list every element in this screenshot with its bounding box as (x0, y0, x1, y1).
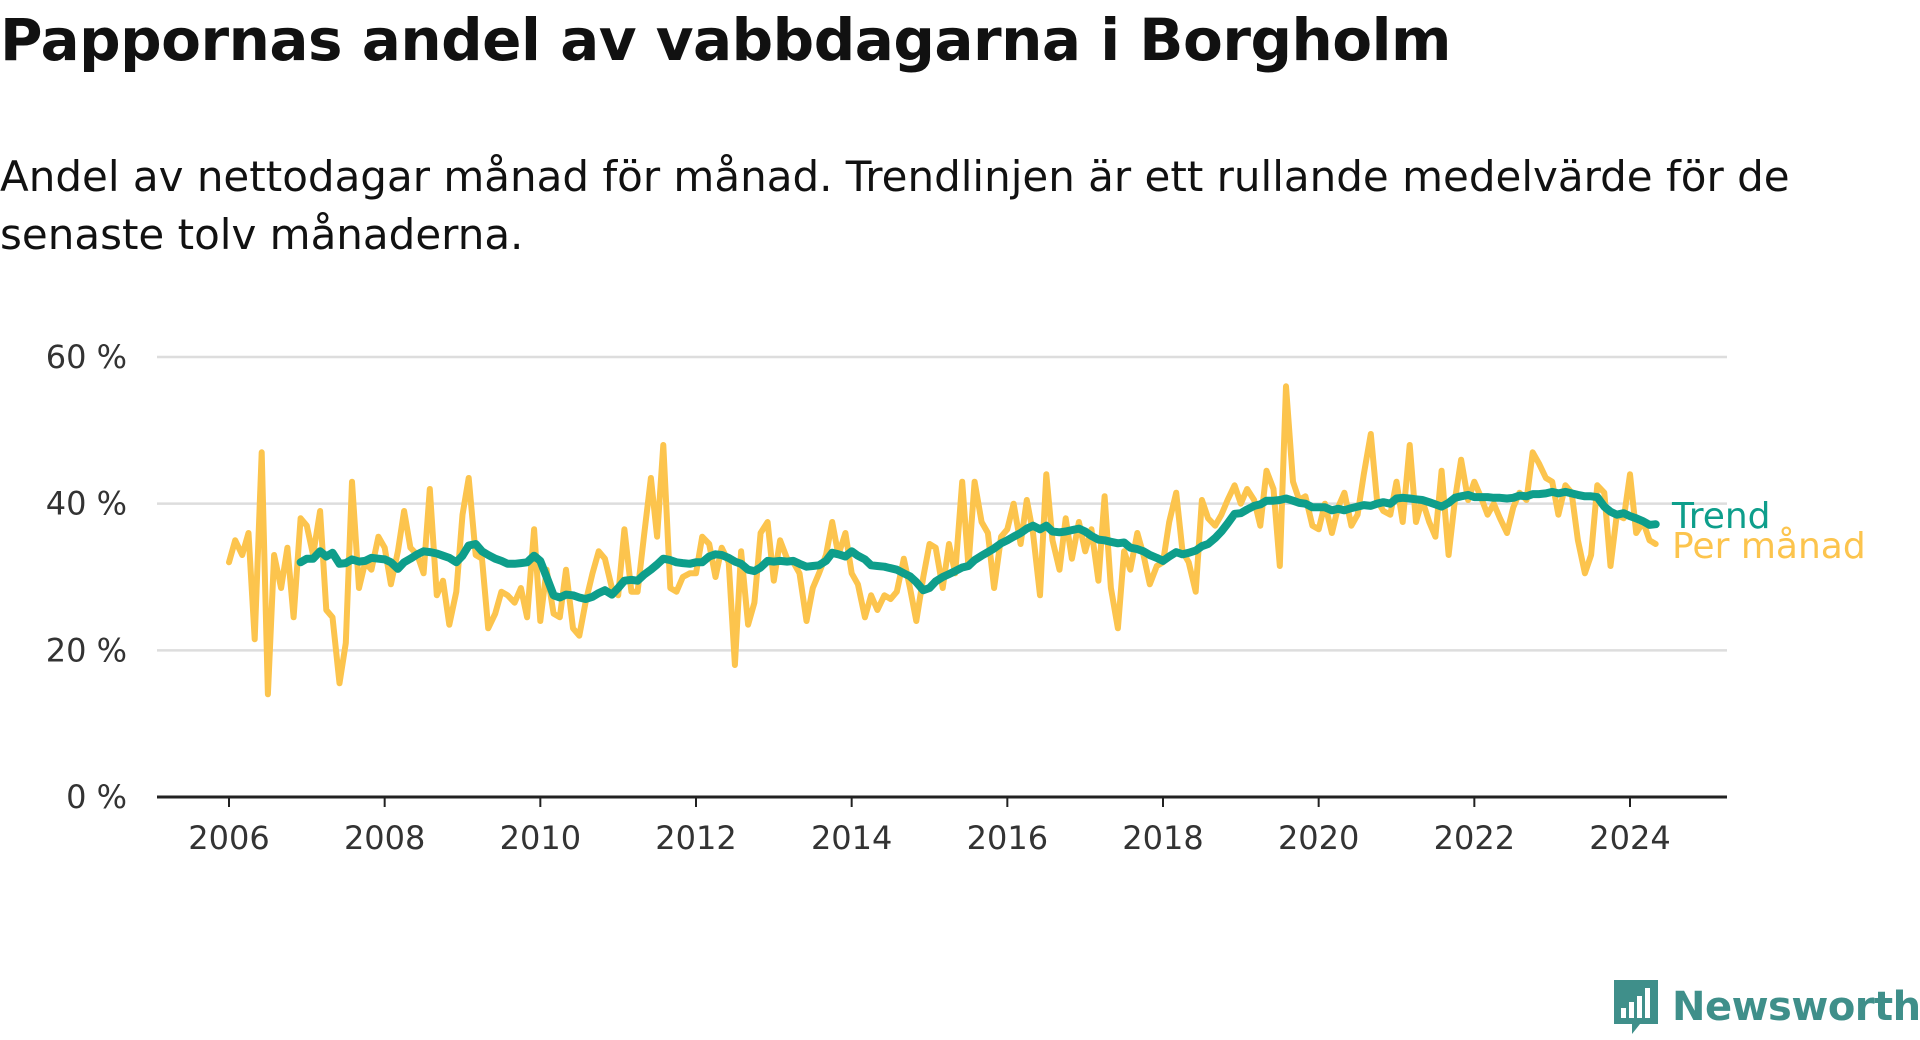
chart-subtitle: Andel av nettodagar månad för månad. Tre… (0, 152, 1790, 259)
x-tick-label: 2024 (1589, 819, 1670, 857)
series-label-per-manad: Per månad (1672, 526, 1866, 567)
x-tick-label: 2014 (811, 819, 892, 857)
series-lines (226, 383, 1660, 698)
y-tick-label: 0 % (66, 778, 127, 816)
x-tick-label: 2010 (500, 819, 581, 857)
x-tick-label: 2022 (1434, 819, 1515, 857)
bar-chart-flag-icon (1614, 980, 1658, 1034)
x-axis: 2006 2008 2010 2012 2014 2016 2018 2020 2022 2024 (157, 795, 1727, 857)
x-tick-label: 2012 (655, 819, 736, 857)
x-tick-label: 2006 (188, 819, 269, 857)
series-label-trend: Trend (1671, 496, 1771, 537)
grid-lines (157, 355, 1727, 652)
x-tick-label: 2008 (344, 819, 425, 857)
y-tick-label: 60 % (46, 338, 127, 376)
y-tick-label: 20 % (46, 631, 127, 669)
x-tick-label: 2020 (1278, 819, 1359, 857)
series-line-trend (296, 487, 1660, 603)
x-tick-label: 2016 (967, 819, 1048, 857)
x-tick-label: 2018 (1122, 819, 1203, 857)
chart-title: Pappornas andel av vabbdagarna i Borghol… (0, 6, 1451, 74)
brand-name: Newsworthy (1672, 984, 1920, 1030)
y-tick-label: 40 % (46, 485, 127, 523)
newsworthy-logo: Newsworthy (1610, 978, 1920, 1036)
y-axis-ticks: 0 % 20 % 40 % 60 % (46, 338, 127, 816)
series-line-per-manad (226, 383, 1659, 698)
